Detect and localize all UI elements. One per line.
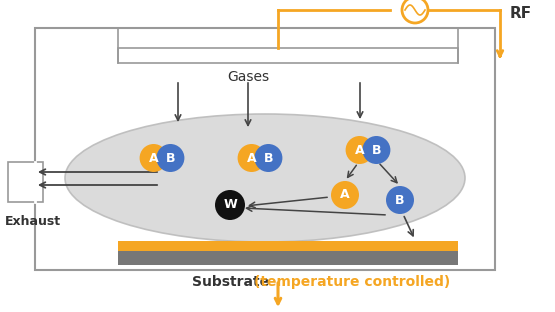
- Circle shape: [254, 144, 282, 172]
- Text: B: B: [372, 144, 381, 157]
- Circle shape: [386, 186, 414, 214]
- Ellipse shape: [65, 114, 465, 242]
- Text: RF: RF: [510, 6, 532, 21]
- Text: A: A: [355, 144, 365, 157]
- Bar: [8, 162, 43, 202]
- Circle shape: [215, 190, 245, 220]
- Circle shape: [402, 0, 428, 23]
- Bar: [35, 28, 495, 270]
- Bar: [118, 251, 458, 265]
- Circle shape: [238, 144, 266, 172]
- Text: W: W: [223, 198, 237, 212]
- Text: A: A: [340, 188, 350, 202]
- Text: Exhaust: Exhaust: [5, 215, 61, 228]
- Text: B: B: [264, 152, 273, 164]
- Circle shape: [346, 136, 374, 164]
- Circle shape: [140, 144, 168, 172]
- Bar: [118, 48, 458, 63]
- Text: Gases: Gases: [227, 70, 269, 84]
- Text: (temperature controlled): (temperature controlled): [254, 275, 450, 289]
- Text: B: B: [165, 152, 175, 164]
- Text: Substrate: Substrate: [192, 275, 274, 289]
- Circle shape: [362, 136, 390, 164]
- Circle shape: [157, 144, 184, 172]
- Text: B: B: [395, 193, 405, 207]
- Bar: [118, 241, 458, 251]
- Circle shape: [331, 181, 359, 209]
- Text: A: A: [247, 152, 256, 164]
- Text: A: A: [149, 152, 158, 164]
